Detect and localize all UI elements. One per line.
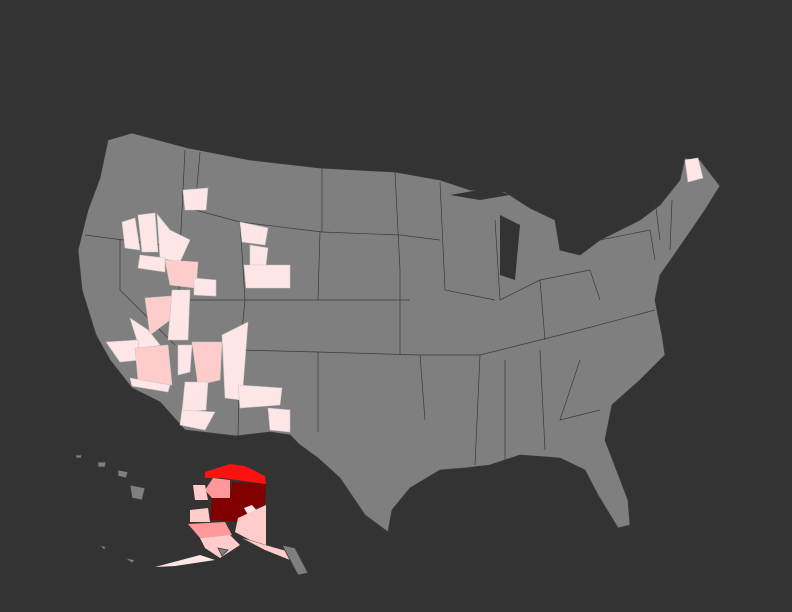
- county: [181, 381, 209, 413]
- county: [243, 264, 291, 289]
- hawaii-big-island: [129, 484, 146, 501]
- county: [177, 344, 193, 376]
- aleutian-island: [98, 544, 107, 551]
- county: [249, 244, 269, 266]
- county: [179, 409, 216, 431]
- county: [235, 505, 266, 545]
- county: [190, 508, 210, 522]
- aleutian-island: [124, 557, 136, 564]
- county: [242, 538, 300, 560]
- county: [129, 377, 171, 393]
- county: [155, 555, 215, 567]
- county: [156, 213, 191, 263]
- county: [134, 344, 173, 386]
- alaska-island: [217, 547, 229, 557]
- hawaii: [75, 454, 146, 501]
- county: [210, 482, 266, 522]
- great-lakes: [450, 188, 520, 280]
- county: [193, 485, 208, 500]
- county: [137, 254, 166, 273]
- hawaii-island: [117, 469, 129, 479]
- county: [200, 535, 240, 558]
- county: [182, 187, 209, 211]
- county: [137, 212, 159, 253]
- contiguous-us: [77, 132, 721, 533]
- county: [193, 277, 217, 297]
- county: [239, 221, 269, 246]
- hawaii-island: [75, 454, 83, 459]
- county: [205, 464, 266, 484]
- county: [267, 407, 291, 433]
- county-maine: [684, 157, 704, 183]
- county: [188, 522, 232, 538]
- county: [191, 341, 223, 386]
- hawaii-island: [97, 461, 107, 468]
- county: [164, 259, 199, 289]
- county: [205, 478, 230, 500]
- alaska: [98, 464, 309, 576]
- alaska-panhandle: [281, 544, 309, 576]
- highlighted-counties-west: [105, 187, 291, 433]
- county: [237, 384, 283, 409]
- county: [121, 217, 141, 251]
- county: [167, 289, 191, 341]
